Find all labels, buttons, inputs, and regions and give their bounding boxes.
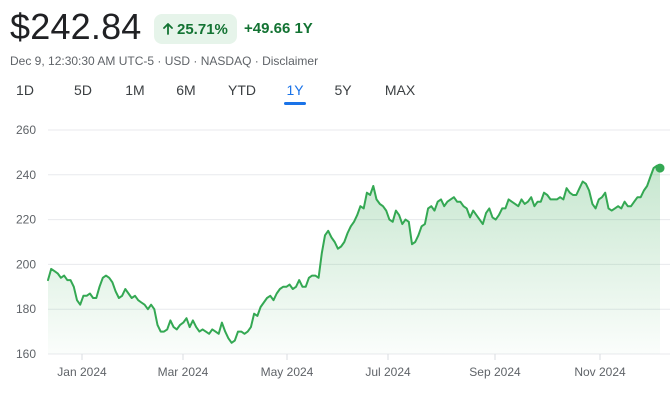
y-tick-label: 180 [16, 302, 36, 316]
range-1y[interactable]: 1Y [286, 82, 304, 98]
range-1d[interactable]: 1D [16, 82, 34, 98]
y-tick-label: 160 [16, 347, 36, 361]
range-ytd[interactable]: YTD [228, 82, 256, 98]
range-1m[interactable]: 1M [125, 82, 145, 98]
range-5d[interactable]: 5D [74, 82, 92, 98]
quote-meta-text: Dec 9, 12:30:30 AM UTC-5 · USD · NASDAQ … [10, 54, 263, 68]
stock-price: $242.84 [10, 6, 142, 47]
price-area-fill [48, 165, 660, 354]
range-max[interactable]: MAX [384, 82, 416, 98]
absolute-change: +49.66 1Y [244, 20, 313, 37]
quote-meta: Dec 9, 12:30:30 AM UTC-5 · USD · NASDAQ … [10, 54, 318, 68]
x-tick-label: Jan 2024 [57, 365, 107, 379]
x-tick-label: Sep 2024 [469, 365, 521, 379]
arrow-up-icon [163, 23, 173, 35]
y-tick-label: 240 [16, 168, 36, 182]
disclaimer-link[interactable]: Disclaimer [262, 54, 319, 68]
x-tick-label: Jul 2024 [365, 365, 411, 379]
range-selected-underline [284, 102, 306, 105]
price-chart: 260 240 220 200 180 160 Jan 2024 Mar 2024 May 2… [16, 123, 670, 379]
current-price-dot [655, 163, 665, 173]
range-6m[interactable]: 6M [176, 82, 196, 98]
x-tick-label: Nov 2024 [574, 365, 626, 379]
range-5y[interactable]: 5Y [334, 82, 352, 98]
x-tick-label: May 2024 [261, 365, 314, 379]
y-tick-label: 200 [16, 257, 36, 271]
y-tick-label: 260 [16, 123, 36, 137]
y-tick-label: 220 [16, 213, 36, 227]
price-line [47, 164, 661, 344]
x-tick-label: Mar 2024 [158, 365, 209, 379]
percent-change-value: 25.71% [177, 20, 228, 38]
percent-change-badge: 25.71% [154, 14, 237, 44]
